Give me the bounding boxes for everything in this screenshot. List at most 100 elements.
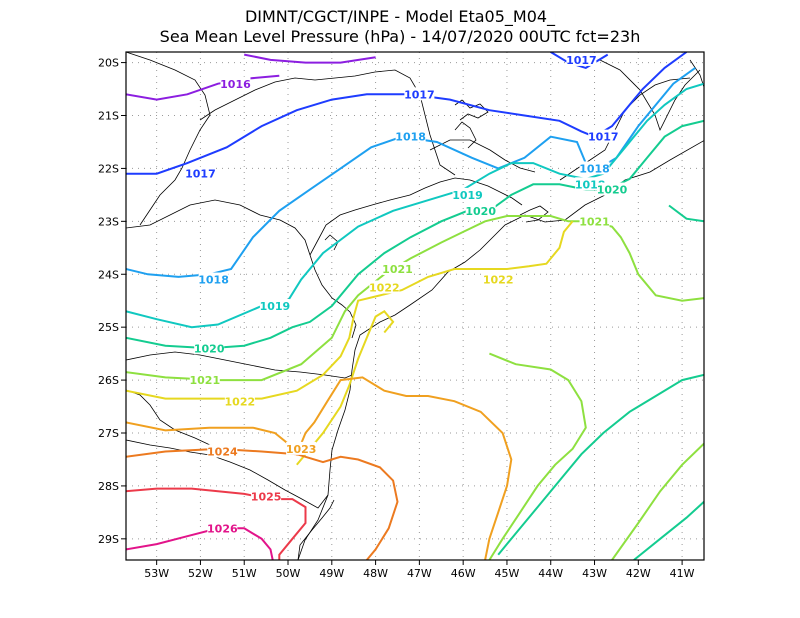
isobar-1022 (126, 220, 574, 400)
lon-tick-label: 48W (363, 567, 388, 580)
lat-tick-label: 21S (98, 110, 119, 123)
isobar-label-background (597, 182, 628, 196)
isobar-label-background (207, 521, 238, 535)
isobar-label-1022: 1022 (483, 274, 514, 287)
isobar-label-1019: 1019 (452, 189, 483, 202)
isobar-label-1016: 1016 (220, 78, 251, 91)
isobar-1024 (126, 447, 399, 560)
isobar-labels: 1016 1017 1017 1017 1017 1018 1018 1018 1019 1019… (185, 52, 628, 535)
isobar-label-1018: 1018 (579, 162, 610, 175)
isobar-label-background (369, 280, 400, 294)
lon-tick-label: 49W (319, 567, 344, 580)
state-border-minas (199, 69, 691, 181)
isobar-label-background (579, 161, 610, 175)
isobar-1021 (611, 442, 704, 560)
isobar-label-1026: 1026 (207, 522, 238, 535)
isobar-1017 (126, 52, 688, 175)
lat-tick-label: 26S (98, 374, 119, 387)
lon-tick-label: 41W (670, 567, 695, 580)
isobar-label-background (588, 129, 619, 143)
lon-tick-label: 45W (495, 567, 520, 580)
isobar-1025 (126, 487, 307, 560)
isobar-label-1017: 1017 (588, 131, 619, 144)
axis-ticks: 53W 52W 51W 50W 49W 48W 47W 46W 45W 44W 43W 42W 41W 2… (98, 57, 695, 580)
lat-tick-label: 28S (98, 480, 119, 493)
isobar-label-background (382, 261, 413, 275)
lat-tick-label: 29S (98, 533, 119, 546)
isobar-label-background (198, 272, 229, 286)
isobar-1023 (126, 376, 513, 560)
isobar-1016 (244, 53, 376, 64)
grid-lines (126, 52, 704, 560)
lon-tick-label: 52W (188, 567, 213, 580)
isobar-1020 (668, 204, 704, 223)
isobar-1021 (126, 215, 704, 382)
isobar-label-background (404, 87, 435, 101)
state-border-parana-santa-catarina (126, 351, 353, 379)
isobar-1021 (488, 352, 587, 560)
map-frame (125, 51, 705, 561)
isobar-label-1020: 1020 (597, 184, 628, 197)
isobar-label-1022: 1022 (369, 281, 400, 294)
isobar-label-1019: 1019 (260, 300, 291, 313)
lon-tick-label: 44W (538, 567, 563, 580)
isobar-label-1021: 1021 (382, 263, 413, 276)
lon-tick-label: 42W (626, 567, 651, 580)
isobar-label-1022: 1022 (225, 395, 256, 408)
lon-tick-label: 47W (407, 567, 432, 580)
isobar-label-1017: 1017 (566, 54, 597, 67)
lat-tick-label: 22S (98, 162, 119, 175)
lat-tick-label: 25S (98, 321, 119, 334)
isobar-label-1024: 1024 (207, 446, 238, 459)
lon-tick-label: 51W (232, 567, 257, 580)
isobar-1016 (126, 74, 280, 101)
coastline (297, 140, 704, 560)
country-border-argentina (126, 389, 231, 449)
isobar-1020 (126, 119, 704, 350)
isobar-label-background (220, 76, 251, 90)
lat-tick-label: 24S (98, 268, 119, 281)
isobar-label-1017: 1017 (185, 168, 216, 181)
lagoa-dos-patos-outline (297, 499, 335, 560)
isobar-label-background (579, 214, 610, 228)
isobar-label-1020: 1020 (465, 205, 496, 218)
title-line-1: DIMNT/CGCT/INPE - Model Eta05_M04_ (245, 7, 556, 27)
coastlines-and-borders (126, 52, 704, 560)
lon-tick-label: 46W (451, 567, 476, 580)
river-border-west (126, 52, 211, 226)
isobar-label-background (452, 187, 483, 201)
lat-tick-label: 27S (98, 427, 119, 440)
title-line-2: Sea Mean Level Pressure (hPa) - 14/07/20… (160, 27, 641, 46)
isobar-label-background (465, 203, 496, 217)
isobar-label-background (224, 394, 255, 408)
isobar-label-1018: 1018 (198, 274, 229, 287)
isobar-label-background (251, 489, 282, 503)
isobar-label-background (395, 129, 426, 143)
isobar-label-background (566, 52, 597, 66)
isobar-label-1017: 1017 (404, 88, 435, 101)
isobar-1020 (633, 501, 704, 560)
lon-tick-label: 43W (582, 567, 607, 580)
isobar-label-background (286, 441, 317, 455)
isobar-label-1021: 1021 (190, 374, 221, 387)
isobar-label-background (483, 272, 514, 286)
isobar-label-background (185, 166, 216, 180)
isobar-label-background (194, 341, 225, 355)
isobar-label-1020: 1020 (194, 342, 225, 355)
state-border-paraguay-parana (126, 199, 357, 339)
espirito-santo-border (599, 59, 704, 132)
lon-tick-label: 50W (276, 567, 301, 580)
isobar-label-1021: 1021 (579, 215, 610, 228)
isobar-1020 (497, 373, 704, 556)
lon-tick-label: 53W (144, 567, 169, 580)
isobar-label-1025: 1025 (251, 491, 282, 504)
lat-tick-label: 23S (98, 215, 119, 228)
state-border-santa-catarina-rs (126, 439, 329, 509)
isobar-1022 (296, 309, 395, 466)
lat-tick-label: 20S (98, 57, 119, 70)
state-border-sao-paulo (309, 177, 523, 256)
isobar-label-background (207, 444, 238, 458)
isobar-label-background (189, 373, 220, 387)
isobar-1026 (126, 527, 274, 560)
